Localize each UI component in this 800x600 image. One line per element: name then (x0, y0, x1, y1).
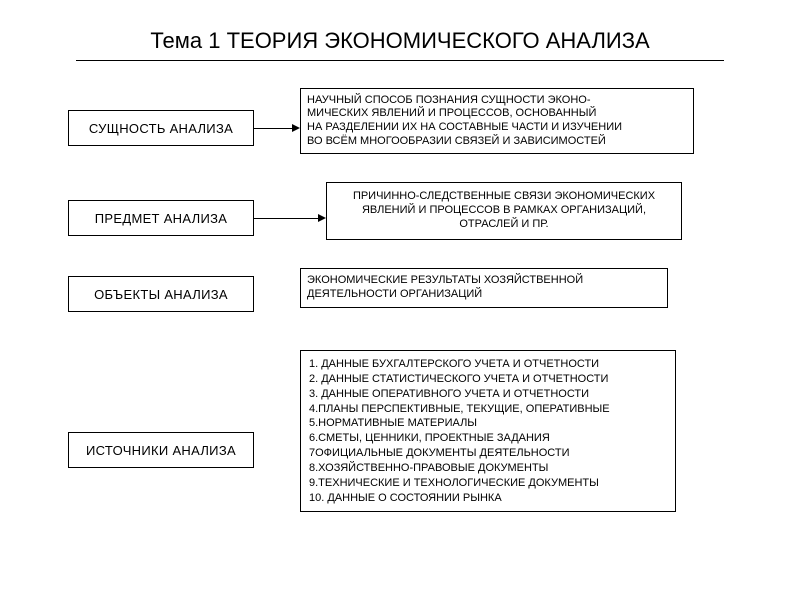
list-item: 4.ПЛАНЫ ПЕРСПЕКТИВНЫЕ, ТЕКУЩИЕ, ОПЕРАТИВ… (309, 402, 667, 417)
left-box-1: ПРЕДМЕТ АНАЛИЗА (68, 200, 254, 236)
right-box-2: ЭКОНОМИЧЕСКИЕ РЕЗУЛЬТАТЫ ХОЗЯЙСТВЕННОЙ Д… (300, 268, 668, 308)
list-item: 7ОФИЦИАЛЬНЫЕ ДОКУМЕНТЫ ДЕЯТЕЛЬНОСТИ (309, 446, 667, 461)
left-box-2: ОБЪЕКТЫ АНАЛИЗА (68, 276, 254, 312)
list-item: 9.ТЕХНИЧЕСКИЕ И ТЕХНОЛОГИЧЕСКИЕ ДОКУМЕНТ… (309, 476, 667, 491)
list-item: 10. ДАННЫЕ О СОСТОЯНИИ РЫНКА (309, 491, 667, 506)
list-item: 2. ДАННЫЕ СТАТИСТИЧЕСКОГО УЧЕТА И ОТЧЕТН… (309, 372, 667, 387)
list-item: 3. ДАННЫЕ ОПЕРАТИВНОГО УЧЕТА И ОТЧЕТНОСТ… (309, 387, 667, 402)
list-item: 5.НОРМАТИВНЫЕ МАТЕРИАЛЫ (309, 416, 667, 431)
left-box-0: СУЩНОСТЬ АНАЛИЗА (68, 110, 254, 146)
arrow-head-icon (292, 124, 300, 132)
list-item: 8.ХОЗЯЙСТВЕННО-ПРАВОВЫЕ ДОКУМЕНТЫ (309, 461, 667, 476)
arrow-line-0 (254, 128, 292, 129)
right-box-0: НАУЧНЫЙ СПОСОБ ПОЗНАНИЯ СУЩНОСТИ ЭКОНО- … (300, 88, 694, 154)
arrow-line-1 (254, 218, 318, 219)
page-title: Тема 1 ТЕОРИЯ ЭКОНОМИЧЕСКОГО АНАЛИЗА (0, 28, 800, 54)
sources-list: 1. ДАННЫЕ БУХГАЛТЕРСКОГО УЧЕТА И ОТЧЕТНО… (300, 350, 676, 512)
list-item: 6.СМЕТЫ, ЦЕННИКИ, ПРОЕКТНЫЕ ЗАДАНИЯ (309, 431, 667, 446)
right-box-1: ПРИЧИННО-СЛЕДСТВЕННЫЕ СВЯЗИ ЭКОНОМИЧЕСКИ… (326, 182, 682, 240)
list-item: 1. ДАННЫЕ БУХГАЛТЕРСКОГО УЧЕТА И ОТЧЕТНО… (309, 357, 667, 372)
title-underline (76, 60, 724, 61)
arrow-head-icon (318, 214, 326, 222)
left-box-3: ИСТОЧНИКИ АНАЛИЗА (68, 432, 254, 468)
